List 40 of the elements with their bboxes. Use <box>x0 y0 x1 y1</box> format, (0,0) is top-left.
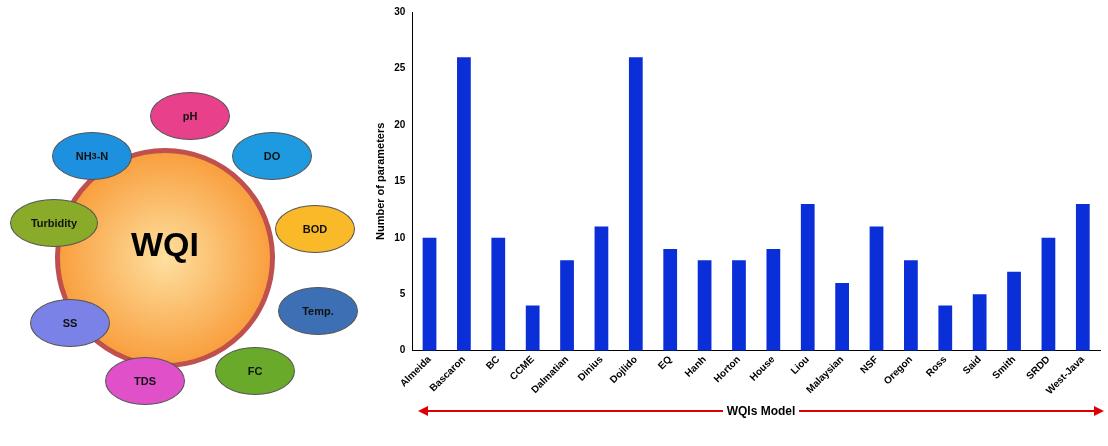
bar <box>422 237 437 351</box>
bar <box>938 305 953 351</box>
bar <box>835 282 849 351</box>
bar <box>1075 203 1090 351</box>
bar <box>525 305 540 351</box>
bar <box>869 226 884 351</box>
y-tick-label: 0 <box>399 344 406 356</box>
bar <box>732 260 746 351</box>
bar <box>904 260 918 351</box>
y-tick-label: 10 <box>394 231 406 243</box>
text: TDS <box>105 357 185 405</box>
bar <box>697 260 712 351</box>
bar <box>972 294 987 351</box>
text: pH <box>150 92 230 140</box>
bar <box>457 57 471 351</box>
x-axis-title: WQIs Model <box>722 404 800 418</box>
text: FC <box>215 347 295 395</box>
bar <box>491 237 506 351</box>
y-tick-label: 5 <box>399 287 406 299</box>
bar <box>1041 237 1056 351</box>
bar <box>628 57 643 351</box>
y-tick-label: 20 <box>394 118 406 130</box>
text: SS <box>30 299 110 347</box>
bar <box>766 249 781 351</box>
x-tick-label: BC <box>483 353 502 372</box>
bar <box>594 226 609 351</box>
y-axis-title: Number of parameters <box>373 122 386 241</box>
y-tick-label: 15 <box>394 175 406 187</box>
text: DO <box>232 132 312 180</box>
bar <box>800 203 815 351</box>
y-tick-label: 30 <box>394 5 406 17</box>
x-tick-label: EQ <box>655 353 674 372</box>
text: WQI <box>131 225 199 263</box>
bar <box>1007 271 1021 351</box>
y-tick-label: 25 <box>394 62 406 74</box>
text: Turbidity <box>10 199 98 247</box>
bar <box>663 249 678 351</box>
text: BOD <box>275 205 355 253</box>
text: Temp. <box>278 287 358 335</box>
bar <box>560 260 574 351</box>
